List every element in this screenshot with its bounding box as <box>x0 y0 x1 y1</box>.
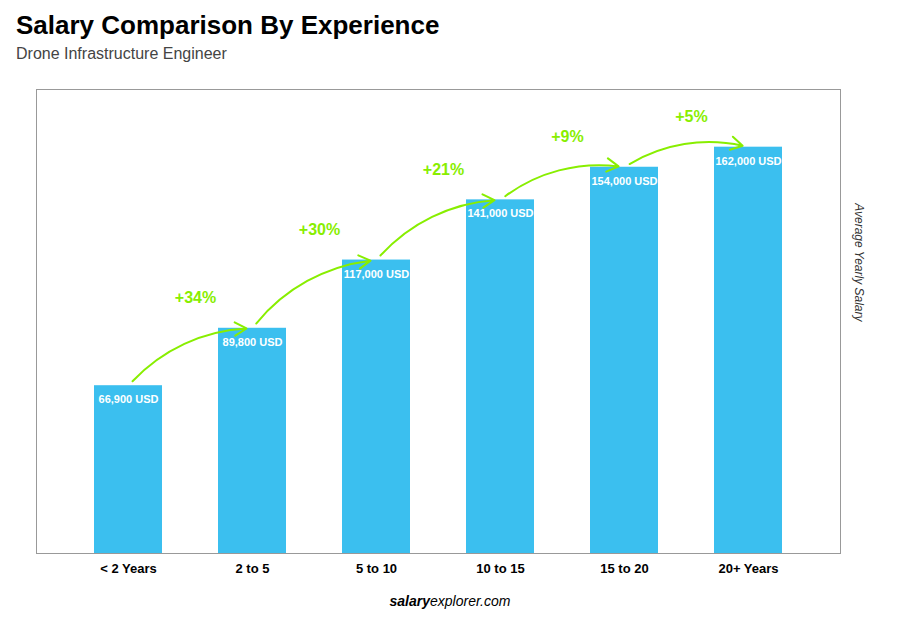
svg-text:89,800 USD: 89,800 USD <box>223 336 283 348</box>
svg-text:10 to 15: 10 to 15 <box>476 561 524 576</box>
svg-text:+30%: +30% <box>299 221 340 238</box>
html-text:salary explorer.com: salary explorer.com <box>389 593 511 609</box>
svg-text:141,000 USD: 141,000 USD <box>467 207 533 219</box>
svg-text:5 to 10: 5 to 10 <box>356 561 397 576</box>
svg-text:20+ Years: 20+ Years <box>718 561 778 576</box>
svg-text:154,000 USD: 154,000 USD <box>591 175 657 187</box>
svg-text:Average Yearly Salary: Average Yearly Salary <box>852 202 866 322</box>
html-text:Drone Infrastructure Engineer: Drone Infrastructure Engineer <box>16 45 227 62</box>
svg-text:+9%: +9% <box>551 128 583 145</box>
svg-text:66,900 USD: 66,900 USD <box>99 393 159 405</box>
svg-text:+34%: +34% <box>175 289 216 306</box>
html-text:Salary Comparison By Experienc: Salary Comparison By Experience <box>16 10 440 40</box>
svg-text:+21%: +21% <box>423 161 464 178</box>
svg-text:2 to 5: 2 to 5 <box>236 561 270 576</box>
svg-text:+5%: +5% <box>675 108 707 125</box>
svg-text:117,000 USD: 117,000 USD <box>344 268 409 280</box>
svg-text:15 to 20: 15 to 20 <box>600 561 648 576</box>
svg-text:162,000 USD: 162,000 USD <box>715 155 781 167</box>
svg-text:< 2 Years: < 2 Years <box>100 561 157 576</box>
